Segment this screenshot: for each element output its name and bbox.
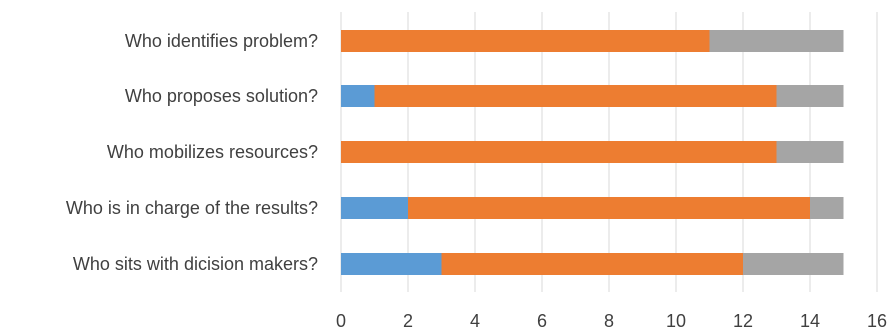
x-tick-label: 14 xyxy=(800,311,820,331)
bar-segment-series-2 xyxy=(441,253,743,275)
x-tick-label: 4 xyxy=(470,311,480,331)
x-tick-label: 0 xyxy=(336,311,346,331)
bar-segment-series-2 xyxy=(408,197,810,219)
bar-segment-series-3 xyxy=(709,30,844,52)
category-label: Who identifies problem? xyxy=(125,31,318,51)
x-tick-label: 10 xyxy=(666,311,686,331)
bar-segment-series-3 xyxy=(776,85,844,107)
x-tick-label: 2 xyxy=(403,311,413,331)
bars xyxy=(341,30,844,275)
bar-segment-series-3 xyxy=(810,197,844,219)
bar-segment-series-1 xyxy=(341,85,375,107)
bar-segment-series-2 xyxy=(341,30,710,52)
category-label: Who proposes solution? xyxy=(125,86,318,106)
category-label: Who sits with dicision makers? xyxy=(73,254,318,274)
x-tick-label: 16 xyxy=(867,311,887,331)
category-labels: Who identifies problem? Who proposes solu… xyxy=(66,31,318,274)
bar-segment-series-1 xyxy=(341,253,442,275)
x-tick-label: 6 xyxy=(537,311,547,331)
bar-segment-series-1 xyxy=(341,197,408,219)
x-tick-label: 12 xyxy=(733,311,753,331)
x-axis-tick-labels: 0 2 4 6 8 10 12 14 16 xyxy=(336,311,887,331)
bar-segment-series-3 xyxy=(743,253,844,275)
bar-segment-series-3 xyxy=(776,141,844,163)
category-label: Who mobilizes resources? xyxy=(107,142,318,162)
x-tick-label: 8 xyxy=(604,311,614,331)
bar-segment-series-2 xyxy=(341,141,777,163)
category-label: Who is in charge of the results? xyxy=(66,198,318,218)
bar-segment-series-2 xyxy=(374,85,777,107)
